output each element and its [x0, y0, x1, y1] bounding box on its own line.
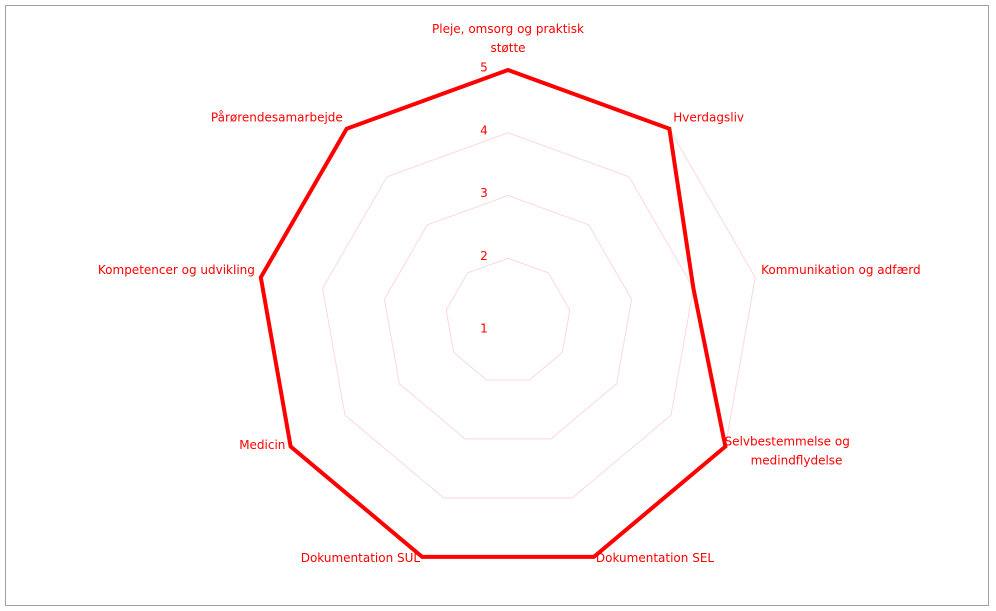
category-label: Hverdagsliv: [673, 111, 744, 125]
category-label: Kommunikation og adfærd: [761, 263, 921, 277]
grid-ring: [322, 132, 694, 499]
tick-label: 2: [480, 249, 488, 263]
category-label: Selvbestemmelse og medindflydelse: [725, 434, 850, 467]
category-label: Medicin: [239, 438, 285, 452]
tick-label: 4: [480, 123, 488, 137]
grid-ring: [383, 194, 633, 440]
chart-frame: [5, 5, 989, 606]
category-label: Pårørendesamarbejde: [211, 111, 343, 125]
category-label: Kompetencer og udvikling: [98, 263, 255, 277]
tick-label: 5: [480, 61, 488, 75]
data-line: [258, 67, 728, 559]
category-label: Dokumentation SUL: [301, 551, 421, 565]
category-label: Pleje, omsorg og praktisk støtte: [432, 22, 584, 55]
tick-label: 1: [480, 322, 488, 336]
category-label: Dokumentation SEL: [596, 551, 715, 565]
tick-label: 3: [480, 186, 488, 200]
grid-ring: [445, 257, 571, 381]
